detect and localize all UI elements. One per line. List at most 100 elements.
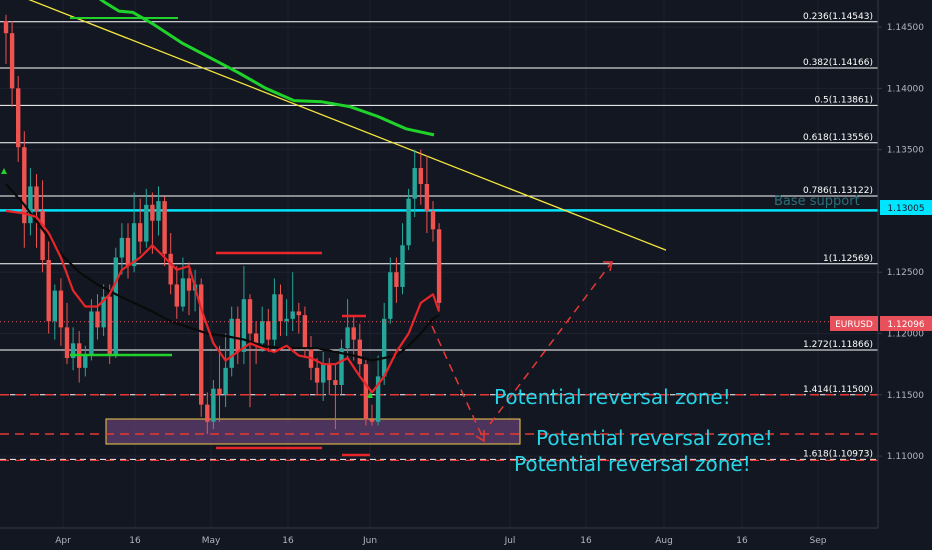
candle-body [424,183,430,211]
annotation-reversal-2: Potential reversal zone! [536,426,773,450]
candle-body [436,229,442,303]
y-tick-label: 1.12500 [887,268,924,278]
candle-body [211,388,216,422]
fibonacci-labels: 0.236(1.14543) 0.382(1.14166) 0.5(1.13861)… [803,12,873,460]
candle-body [40,210,45,260]
price-tags: 1.13005 EURUSD 1.12096 [0,200,932,331]
annotations: Potential reversal zone! Potential rever… [494,385,773,476]
candle-body [199,284,204,405]
y-tick-label: 1.11500 [887,391,924,401]
candle-body [144,204,149,242]
candle-body [58,290,64,328]
support-label: Base support [774,194,860,209]
candle-body [9,33,15,89]
candle-body [418,168,423,184]
fib-label-1.272: 1.272(1.11866) [803,340,873,350]
candle-body [180,278,186,307]
y-tick-label: 1.12000 [887,330,924,340]
x-tick-label: May [202,536,221,546]
candle-body [34,186,39,211]
candle-body [156,201,161,221]
ma-red-path [5,209,441,394]
red-dashed-levels [0,394,878,462]
candle-body [168,253,173,285]
x-tick-label: Apr [55,536,71,546]
last-price-tag [880,316,932,331]
fib-label-1.618: 1.618(1.10973) [803,449,873,459]
candle-body [101,296,106,328]
fib-label-0.236: 0.236(1.14543) [803,12,873,22]
candle-body [89,311,94,356]
candle-body [351,327,356,340]
candle-body [327,364,332,381]
candle-body [321,364,326,383]
candle-body [119,237,125,258]
y-tick-label: 1.14500 [887,23,924,33]
fib-label-0.382: 0.382(1.14166) [803,58,873,68]
projection-down [431,325,483,437]
candle-body [107,296,112,356]
fib-label-0.618: 0.618(1.13556) [803,133,873,143]
candle-body [150,204,155,221]
moving-averages [5,183,441,394]
x-tick-label: 16 [282,536,294,546]
buy-arrow-icon [1,168,7,174]
x-tick-label: 16 [129,536,141,546]
time-axis[interactable]: Apr 16 May 16 Jun Jul 16 Aug 16 Sep [0,527,932,550]
candle-body [22,147,27,224]
x-tick-label: 16 [736,536,748,546]
ma-black-path [5,183,440,362]
candle-body [296,311,301,316]
candle-body [253,333,259,344]
symbol-tag [830,316,878,331]
candle-body [186,278,192,291]
arrow-head-icon [603,261,613,272]
candle-body [131,223,137,267]
fib-label-1: 1(1.12569) [823,254,873,264]
candle-body [412,168,417,199]
candle-body [138,223,143,242]
trendline-stroke [28,0,667,251]
candle-body [382,318,387,377]
trendline [28,0,667,251]
reversal-zone-rect [105,418,521,445]
ma200-line [98,0,435,137]
candle-body [205,404,210,422]
candle-body [174,284,179,307]
arrow-head-icon [475,430,485,443]
price-axis-bg [878,0,932,528]
candle-body [95,311,100,328]
candle-body [375,376,381,422]
candle-body [113,257,118,356]
symbol-text: EURUSD [835,320,873,330]
fib-label-0.5: 0.5(1.13861) [814,95,873,105]
candle-body [333,380,338,385]
y-tick-label: 1.14000 [887,84,924,94]
candle-body [339,348,344,385]
last-price-text: 1.12096 [887,320,924,330]
x-tick-label: 16 [580,536,592,546]
candle-body [369,419,375,422]
candle-body [290,311,295,319]
candle-body [357,339,362,365]
candles [3,14,442,435]
candle-body [217,388,222,395]
annotation-reversal-3: Potential reversal zone! [514,452,751,476]
price-axis[interactable]: 1.145001.140001.135001.130001.125001.120… [877,0,932,528]
y-tick-label: 1.11000 [887,452,924,462]
candle-body [430,210,436,230]
candle-body [363,364,369,420]
candle-body [241,299,247,352]
candle-body [272,294,277,340]
drawings [1,17,613,457]
candle-body [52,290,57,322]
time-axis-bg [0,528,932,550]
annotation-reversal-1: Potential reversal zone! [494,385,731,409]
x-tick-label: Jun [362,536,377,546]
candle-body [83,355,88,368]
candle-body [345,327,350,349]
candle-body [260,321,265,344]
x-tick-label: Aug [655,536,673,546]
